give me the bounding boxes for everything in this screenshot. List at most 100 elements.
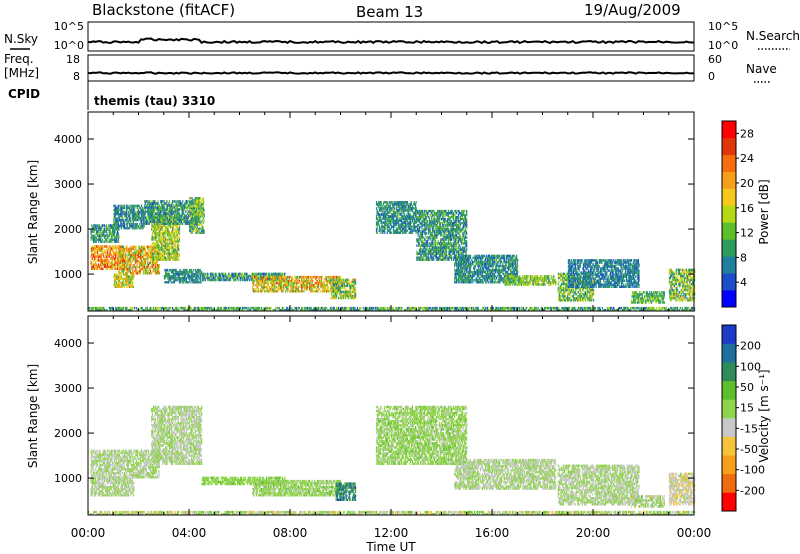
power-cell bbox=[106, 268, 107, 270]
power-cell bbox=[298, 290, 299, 292]
power-cell bbox=[116, 251, 117, 253]
power-cell bbox=[161, 217, 162, 219]
power-cell bbox=[139, 246, 140, 248]
power-cell bbox=[133, 205, 134, 207]
power-cell bbox=[186, 277, 187, 279]
power-cell bbox=[145, 210, 146, 212]
freq-tick-bottom: 8 bbox=[73, 70, 80, 83]
power-cell bbox=[124, 205, 125, 207]
power-cell bbox=[394, 226, 395, 228]
power-cell bbox=[122, 205, 123, 207]
power-cell bbox=[352, 279, 353, 281]
power-cell bbox=[128, 275, 129, 277]
power-cell bbox=[415, 203, 416, 205]
power-cell bbox=[193, 269, 194, 271]
power-cell bbox=[276, 273, 277, 275]
power-cell bbox=[113, 245, 114, 247]
power-cell bbox=[413, 226, 414, 228]
power-cell bbox=[131, 205, 132, 207]
power-cell bbox=[157, 200, 158, 202]
power-cell bbox=[340, 276, 341, 278]
power-cell bbox=[115, 286, 116, 288]
power-cell bbox=[135, 211, 136, 213]
power-cell bbox=[153, 264, 154, 266]
power-cell bbox=[101, 253, 102, 255]
power-cell bbox=[159, 272, 160, 274]
power-cell bbox=[381, 203, 382, 205]
power-cell bbox=[312, 280, 313, 282]
power-cell bbox=[171, 250, 172, 252]
power-cell bbox=[155, 264, 156, 266]
power-cell bbox=[131, 262, 132, 264]
power-cell bbox=[182, 223, 183, 225]
power-cell bbox=[156, 272, 157, 274]
power-cell bbox=[171, 221, 172, 223]
power-cell bbox=[387, 211, 388, 213]
power-cell bbox=[329, 282, 330, 284]
power-cell bbox=[380, 228, 381, 230]
power-cell bbox=[178, 244, 179, 246]
power-cell bbox=[296, 282, 297, 284]
power-cell bbox=[163, 200, 164, 202]
power-cell bbox=[416, 244, 417, 246]
power-cell bbox=[176, 223, 177, 225]
power-cell bbox=[282, 273, 283, 275]
power-cell bbox=[343, 291, 344, 293]
power-cell bbox=[148, 264, 149, 266]
power-cell bbox=[212, 273, 213, 275]
power-cell bbox=[258, 290, 259, 292]
power-cell bbox=[276, 280, 277, 282]
power-cell bbox=[298, 286, 299, 288]
power-cell bbox=[253, 284, 254, 286]
power-cell bbox=[104, 224, 105, 226]
power-cell bbox=[228, 275, 229, 277]
power-cell bbox=[162, 259, 163, 261]
power-cell bbox=[116, 227, 117, 229]
power-cell bbox=[225, 273, 226, 275]
power-cell bbox=[147, 221, 148, 223]
power-cell bbox=[168, 242, 169, 244]
power-cell bbox=[169, 236, 170, 238]
power-cell bbox=[213, 275, 214, 277]
power-cell bbox=[257, 273, 258, 275]
power-cell bbox=[178, 236, 179, 238]
power-cell bbox=[123, 282, 124, 284]
power-cell bbox=[125, 258, 126, 260]
power-cell bbox=[127, 246, 128, 248]
power-cell bbox=[254, 290, 255, 292]
power-cell bbox=[93, 259, 94, 261]
power-cell bbox=[169, 200, 170, 202]
power-cell bbox=[164, 217, 165, 219]
power-cell bbox=[102, 239, 103, 241]
cpid-value: themis (tau) 3310 bbox=[94, 94, 215, 108]
power-cell bbox=[168, 281, 169, 283]
power-cell bbox=[159, 264, 160, 266]
power-cell bbox=[347, 279, 348, 281]
power-cell bbox=[180, 214, 181, 216]
power-cell bbox=[418, 210, 419, 212]
power-cell bbox=[333, 289, 334, 291]
power-cell bbox=[284, 282, 285, 284]
power-cell bbox=[139, 213, 140, 215]
power-cell bbox=[395, 211, 396, 213]
power-cell bbox=[142, 207, 143, 209]
power-cell bbox=[168, 228, 169, 230]
power-cell bbox=[378, 223, 379, 225]
power-cell bbox=[172, 202, 173, 204]
power-cell bbox=[122, 264, 123, 266]
power-cell bbox=[178, 248, 179, 250]
power-cell bbox=[271, 273, 272, 275]
power-cell bbox=[337, 293, 338, 295]
power-cell bbox=[113, 253, 114, 255]
power-cell bbox=[101, 226, 102, 228]
power-cell bbox=[135, 205, 136, 207]
power-cell bbox=[104, 226, 105, 228]
power-cell bbox=[297, 280, 298, 282]
power-cell bbox=[204, 219, 205, 221]
power-cell bbox=[204, 230, 205, 232]
power-cell bbox=[282, 286, 283, 288]
power-cell bbox=[216, 273, 217, 275]
power-cell bbox=[302, 276, 303, 278]
power-cell bbox=[258, 288, 259, 290]
power-cell bbox=[93, 268, 94, 270]
